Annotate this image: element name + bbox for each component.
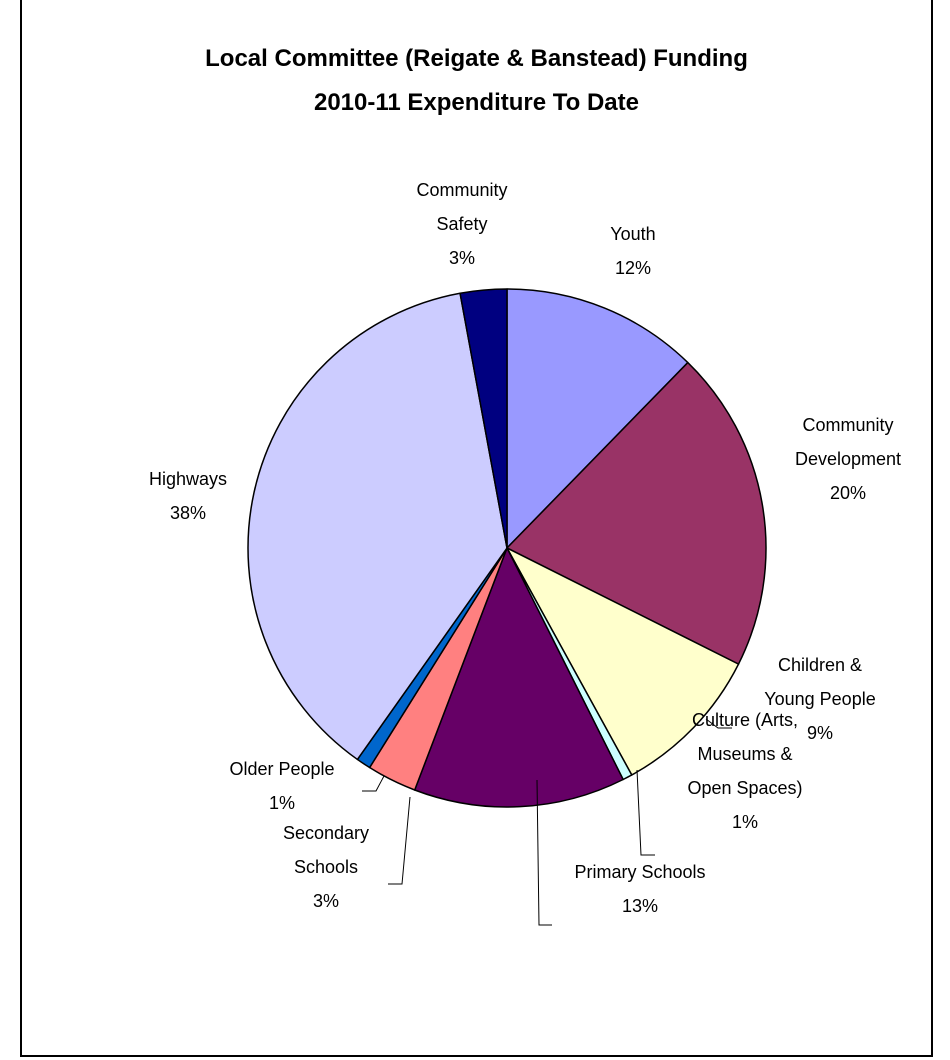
slice-percent-label: 1% bbox=[732, 812, 758, 832]
slice-percent-label: 3% bbox=[313, 891, 339, 911]
slice-category-label: Open Spaces) bbox=[687, 778, 802, 798]
slice-category-label: Primary Schools bbox=[574, 862, 705, 882]
slice-category-label: Highways bbox=[149, 469, 227, 489]
leader-line bbox=[636, 769, 655, 856]
chart-title-line-1: Local Committee (Reigate & Banstead) Fun… bbox=[205, 45, 748, 72]
leader-line bbox=[388, 796, 411, 885]
leader-line bbox=[362, 775, 385, 792]
slice-category-label: Schools bbox=[294, 857, 358, 877]
slice-category-label: Secondary bbox=[283, 823, 369, 843]
slice-category-label: Community bbox=[416, 180, 507, 200]
slice-percent-label: 12% bbox=[615, 258, 651, 278]
pie-slice bbox=[506, 547, 740, 776]
pie-slice bbox=[247, 292, 508, 761]
pie-slice bbox=[506, 288, 689, 549]
slice-percent-label: 9% bbox=[807, 723, 833, 743]
slice-category-label: Children & bbox=[778, 655, 862, 675]
slice-percent-label: 38% bbox=[170, 503, 206, 523]
slice-category-label: Museums & bbox=[697, 744, 792, 764]
slice-percent-label: 1% bbox=[269, 793, 295, 813]
slice-percent-label: 3% bbox=[449, 248, 475, 268]
pie-slice bbox=[459, 288, 508, 549]
slice-category-label: Community bbox=[802, 415, 893, 435]
slice-percent-label: 20% bbox=[830, 483, 866, 503]
pie-slice bbox=[413, 547, 624, 808]
slice-percent-label: 13% bbox=[622, 896, 658, 916]
slice-category-label: Culture (Arts, bbox=[692, 710, 798, 730]
pie-slice bbox=[506, 361, 767, 665]
slice-category-label: Youth bbox=[610, 224, 655, 244]
slice-category-label: Safety bbox=[436, 214, 487, 234]
slice-category-label: Older People bbox=[229, 759, 334, 779]
leader-line bbox=[536, 779, 552, 926]
slice-category-label: Development bbox=[795, 449, 901, 469]
leader-line bbox=[705, 718, 732, 729]
slice-category-label: Young People bbox=[764, 689, 875, 709]
chart-title-line-2: 2010-11 Expenditure To Date bbox=[313, 89, 639, 116]
